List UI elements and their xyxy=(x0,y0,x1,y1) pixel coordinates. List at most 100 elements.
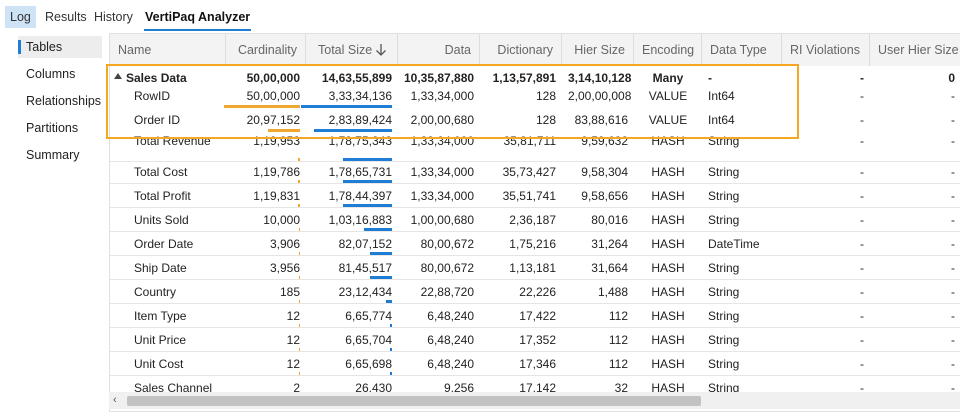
cell-total-size: 3,33,34,136 xyxy=(328,89,392,103)
cell-total-size: 6,65,774 xyxy=(345,309,392,323)
tables-grid: Name Cardinality Total Size Data Diction… xyxy=(109,33,960,412)
cell-hier-size: 1,488 xyxy=(597,285,628,299)
table-row[interactable]: Order ID 20,97,152 2,83,89,424 2,00,00,680 1… xyxy=(110,108,960,132)
cell-total-size: 82,07,152 xyxy=(338,237,392,251)
tab-log[interactable]: Log xyxy=(5,6,36,28)
cell-dictionary: 22,226 xyxy=(519,285,556,299)
cell-user-hier-size: - xyxy=(951,285,955,299)
total-size-bar xyxy=(314,129,392,132)
cell-user-hier-size: - xyxy=(951,333,955,347)
cell-ri-violations: - xyxy=(860,213,864,227)
table-row[interactable]: Total Profit 1,19,831 1,78,44,397 1,33,34,0… xyxy=(110,184,960,208)
table-row[interactable]: Total Revenue 1,19,953 1,78,75,343 1,33,34,… xyxy=(110,134,960,162)
cell-encoding: HASH xyxy=(651,261,685,275)
table-group-row[interactable]: Sales Data 50,00,000 14,63,55,899 10,35,87,… xyxy=(110,66,960,90)
cell-data-type: - xyxy=(708,71,712,85)
table-row[interactable]: Ship Date 3,956 81,45,517 80,00,672 1,13,181… xyxy=(110,256,960,280)
table-row[interactable]: Total Cost 1,19,786 1,78,65,731 1,33,34,000… xyxy=(110,160,960,184)
cell-hier-size: 112 xyxy=(608,357,628,371)
col-header-data[interactable]: Data xyxy=(398,34,480,66)
tab-results[interactable]: Results xyxy=(45,10,87,24)
col-header-user-hier-size[interactable]: User Hier Size xyxy=(878,43,959,57)
cell-user-hier-size: - xyxy=(951,261,955,275)
tab-vertipaq-analyzer[interactable]: VertiPaq Analyzer xyxy=(140,6,255,31)
cell-hier-size: 112 xyxy=(608,333,628,347)
cell-ri-violations: - xyxy=(860,261,864,275)
cell-encoding: VALUE xyxy=(648,89,688,103)
col-header-cardinality[interactable]: Cardinality xyxy=(226,34,306,66)
cell-ri-violations: - xyxy=(860,113,864,127)
cell-data: 2,00,00,680 xyxy=(410,113,474,127)
table-row[interactable]: Item Type 12 6,65,774 6,48,240 17,422 112 HASH… xyxy=(110,304,960,328)
chevron-left-icon[interactable]: ‹ xyxy=(113,394,117,406)
cell-name: Country xyxy=(134,285,177,299)
cell-total-size: 14,63,55,899 xyxy=(321,71,392,85)
cell-ri-violations: - xyxy=(860,134,864,148)
cell-dictionary: 2,36,187 xyxy=(509,213,556,227)
cell-name: Total Cost xyxy=(134,165,188,179)
table-row[interactable]: Units Sold 10,000 1,03,16,883 1,00,00,680 2,… xyxy=(110,208,960,232)
cell-cardinality: 185 xyxy=(279,285,300,299)
col-header-name[interactable]: Name xyxy=(110,34,226,66)
cell-cardinality: 12 xyxy=(286,309,300,323)
col-header-encoding[interactable]: Encoding xyxy=(634,34,702,66)
nav-item-relationships[interactable]: Relationships xyxy=(26,94,102,108)
nav-item-partitions[interactable]: Partitions xyxy=(26,121,79,135)
cell-data: 80,00,672 xyxy=(420,237,474,251)
horizontal-scrollbar[interactable]: ‹ xyxy=(109,392,960,409)
cell-hier-size: 9,58,656 xyxy=(581,189,628,203)
nav-item-summary[interactable]: Summary xyxy=(26,148,80,162)
total-size-bar xyxy=(390,372,392,375)
total-size-bar xyxy=(364,228,392,231)
total-size-bar xyxy=(343,204,392,207)
scrollbar-thumb[interactable] xyxy=(127,396,701,406)
arrow-down-icon xyxy=(376,44,386,56)
cell-ri-violations: - xyxy=(860,309,864,323)
cell-hier-size: 31,664 xyxy=(591,261,628,275)
cell-encoding: HASH xyxy=(651,357,685,371)
total-size-bar xyxy=(370,276,392,279)
cell-cardinality: 20,97,152 xyxy=(246,113,300,127)
cell-cardinality: 1,19,786 xyxy=(253,165,300,179)
collapse-triangle-icon[interactable] xyxy=(114,73,122,79)
cell-cardinality: 2 xyxy=(293,381,300,395)
tab-history[interactable]: History xyxy=(94,10,133,24)
cell-hier-size: 83,88,616 xyxy=(574,113,628,127)
col-header-total-size[interactable]: Total Size xyxy=(306,34,398,66)
table-row[interactable]: Unit Price 12 6,65,704 6,48,240 17,352 112 HAS… xyxy=(110,328,960,352)
table-row[interactable]: Unit Cost 12 6,65,698 6,48,240 17,346 112 HASH… xyxy=(110,352,960,376)
cell-hier-size: 3,14,10,128 xyxy=(568,71,632,85)
cell-encoding: HASH xyxy=(651,165,685,179)
cell-total-size: 6,65,698 xyxy=(345,357,392,371)
cardinality-bar xyxy=(224,105,300,108)
nav-item-columns[interactable]: Columns xyxy=(26,67,76,81)
table-row[interactable]: Order Date 3,906 82,07,152 80,00,672 1,75,21… xyxy=(110,232,960,256)
table-row[interactable]: Country 185 23,12,434 22,88,720 22,226 1,488 H… xyxy=(110,280,960,304)
cell-dictionary: 35,73,427 xyxy=(502,165,556,179)
grid-header: Name Cardinality Total Size Data Diction… xyxy=(110,34,960,66)
cell-ri-violations: - xyxy=(860,285,864,299)
cell-user-hier-size: - xyxy=(951,189,955,203)
cell-ri-violations: - xyxy=(860,237,864,251)
col-header-data-type[interactable]: Data Type xyxy=(702,34,782,66)
col-header-hier-size[interactable]: Hier Size xyxy=(562,34,634,66)
cell-dictionary: 1,13,57,891 xyxy=(492,71,556,85)
table-row[interactable]: RowID 50,00,000 3,33,34,136 1,33,34,000 128 2… xyxy=(110,84,960,108)
cell-total-size: 1,03,16,883 xyxy=(328,213,392,227)
cell-cardinality: 1,19,831 xyxy=(253,189,300,203)
nav-item-tables[interactable]: Tables xyxy=(18,36,102,58)
cell-data-type: String xyxy=(708,309,740,323)
cell-dictionary: 128 xyxy=(535,113,556,127)
col-header-dictionary[interactable]: Dictionary xyxy=(480,34,562,66)
cell-cardinality: 1,19,953 xyxy=(253,134,300,148)
col-header-ri-violations[interactable]: RI Violations xyxy=(782,34,870,66)
cell-encoding: HASH xyxy=(651,333,685,347)
cell-dictionary: 17,352 xyxy=(519,333,556,347)
cell-dictionary: 35,51,741 xyxy=(502,189,556,203)
cell-dictionary: 35,81,711 xyxy=(503,134,557,148)
total-size-bar xyxy=(301,105,392,108)
cell-hier-size: 31,264 xyxy=(591,237,628,251)
cell-user-hier-size: - xyxy=(951,134,955,148)
cell-user-hier-size: - xyxy=(951,213,955,227)
cardinality-bar xyxy=(298,158,300,161)
